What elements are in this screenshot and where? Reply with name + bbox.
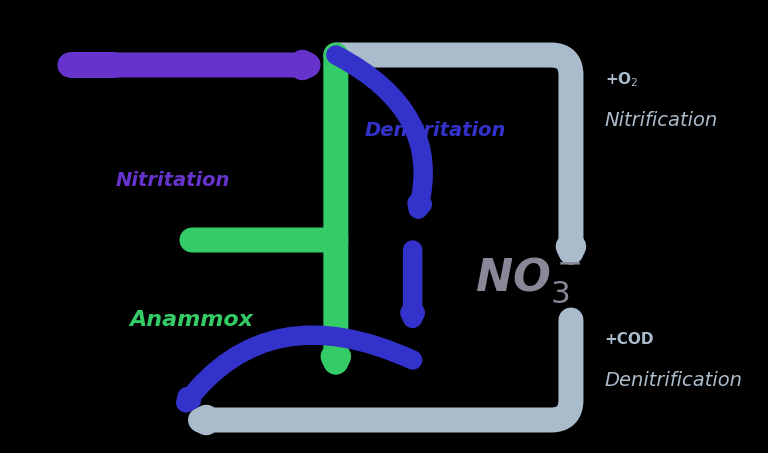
Text: Denitritation: Denitritation [365,120,506,140]
Text: +O$_2$: +O$_2$ [604,71,638,89]
Text: +COD: +COD [604,333,654,347]
Text: Nitrification: Nitrification [604,111,718,130]
Text: Nitritation: Nitritation [115,170,230,189]
Text: Denitrification: Denitrification [604,371,743,390]
Text: NO$_3^-$: NO$_3^-$ [475,255,581,305]
Text: Anammox: Anammox [130,310,254,330]
